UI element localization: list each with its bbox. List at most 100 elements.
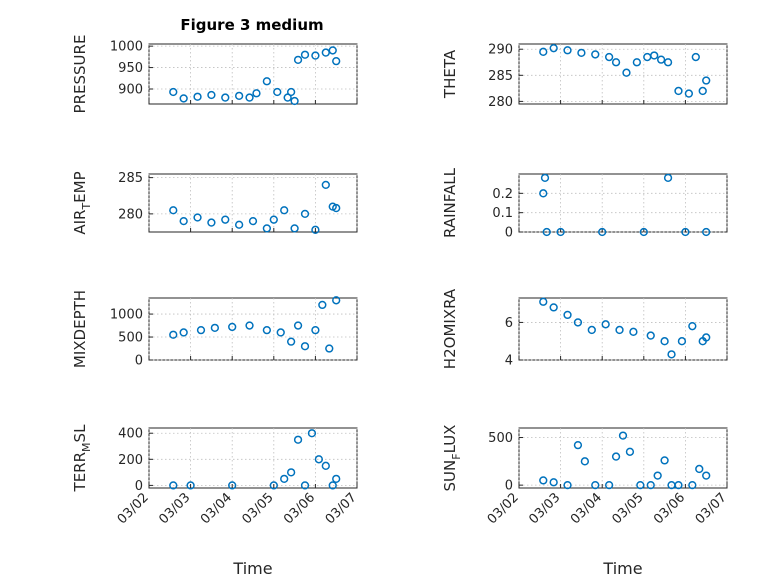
data-point bbox=[293, 55, 303, 65]
x-tick-label: 03/03 bbox=[156, 490, 193, 527]
data-point bbox=[577, 48, 586, 58]
x-tick-label: 03/02 bbox=[485, 490, 522, 527]
y-axis-label: PRESSURE bbox=[71, 35, 89, 114]
data-point bbox=[210, 323, 220, 333]
data-point bbox=[300, 481, 310, 490]
y-tick-label: 950 bbox=[118, 61, 143, 76]
x-tick-label: 03/07 bbox=[323, 490, 360, 527]
y-axis-label: SUNFLUX bbox=[441, 425, 463, 492]
data-point bbox=[539, 47, 548, 56]
data-point bbox=[573, 440, 583, 450]
data-point bbox=[636, 480, 645, 490]
data-point bbox=[632, 58, 642, 67]
data-point bbox=[300, 209, 310, 219]
data-point bbox=[639, 227, 648, 237]
data-point bbox=[681, 227, 690, 237]
data-point bbox=[591, 480, 600, 490]
data-point bbox=[677, 337, 687, 346]
x-tick-label: 03/06 bbox=[651, 490, 688, 527]
x-tick-label: 03/07 bbox=[693, 490, 730, 527]
x-axis-label: Time bbox=[602, 559, 642, 578]
y-tick-label: 0 bbox=[505, 226, 513, 241]
data-point bbox=[663, 58, 673, 67]
y-tick-label: 4 bbox=[505, 354, 513, 369]
data-point bbox=[273, 87, 282, 97]
data-point bbox=[269, 215, 278, 224]
data-point bbox=[280, 474, 289, 484]
data-point bbox=[646, 331, 655, 340]
y-tick-label: 0.2 bbox=[492, 187, 513, 202]
data-point bbox=[311, 51, 320, 60]
data-point bbox=[300, 342, 310, 351]
data-point bbox=[598, 227, 607, 237]
data-point bbox=[580, 457, 590, 466]
data-point bbox=[179, 328, 188, 337]
y-tick-label: 0 bbox=[135, 479, 143, 494]
data-point bbox=[318, 300, 327, 310]
data-point bbox=[234, 220, 244, 229]
data-point bbox=[591, 50, 600, 59]
data-point bbox=[169, 206, 178, 215]
data-point bbox=[207, 90, 216, 100]
data-point bbox=[702, 333, 711, 342]
data-point bbox=[321, 461, 330, 470]
data-point bbox=[556, 227, 565, 237]
data-point bbox=[325, 344, 334, 353]
data-point bbox=[695, 464, 704, 474]
data-point bbox=[549, 303, 558, 312]
data-point bbox=[307, 429, 317, 438]
data-point bbox=[573, 318, 583, 327]
axes-box bbox=[518, 173, 728, 233]
panel-terr-msl: 0 200 400 03/02 03/03 03/04 03/05 03/06 03/07 Tim… bbox=[71, 424, 360, 578]
data-point bbox=[290, 96, 299, 106]
data-point bbox=[286, 87, 296, 97]
axes-box bbox=[518, 427, 728, 489]
y-tick-label: 285 bbox=[488, 69, 513, 84]
data-point bbox=[611, 452, 621, 461]
data-point bbox=[618, 431, 628, 440]
data-point bbox=[604, 480, 614, 490]
figure-title: Figure 3 medium bbox=[180, 16, 323, 34]
data-point bbox=[221, 93, 230, 102]
data-point bbox=[674, 86, 683, 96]
data-point bbox=[245, 93, 254, 102]
data-point bbox=[179, 216, 188, 226]
panel-mixdepth: 0 500 1000 MIXDEPTH bbox=[71, 290, 358, 369]
x-tick-label: 03/06 bbox=[281, 490, 318, 527]
data-point bbox=[311, 325, 320, 335]
data-point bbox=[629, 327, 638, 336]
y-axis-label: MIXDEPTH bbox=[71, 290, 89, 368]
data-point bbox=[262, 77, 272, 86]
data-point bbox=[332, 474, 341, 484]
data-point bbox=[169, 87, 178, 97]
panel-theta: 280 285 290 THETA bbox=[441, 43, 728, 110]
data-point bbox=[667, 350, 676, 359]
panel-rainfall: 0 0.1 0.2 RAINFALL bbox=[441, 167, 728, 241]
data-point bbox=[563, 310, 572, 320]
data-point bbox=[539, 189, 548, 198]
data-point bbox=[663, 173, 673, 183]
data-point bbox=[276, 328, 285, 337]
y-tick-label: 290 bbox=[488, 43, 513, 58]
data-point bbox=[193, 213, 202, 222]
data-point bbox=[293, 321, 303, 330]
y-axis-label: AIRTEMP bbox=[71, 171, 93, 234]
data-point bbox=[539, 476, 548, 485]
data-point bbox=[332, 296, 341, 305]
data-point bbox=[314, 455, 324, 464]
data-point bbox=[656, 55, 666, 64]
x-tick-label: 03/03 bbox=[526, 490, 563, 527]
data-point bbox=[542, 227, 551, 237]
data-point bbox=[262, 325, 272, 335]
data-point bbox=[563, 46, 572, 55]
data-point bbox=[622, 68, 631, 77]
data-point bbox=[321, 180, 330, 190]
data-point bbox=[290, 224, 299, 233]
data-point bbox=[311, 225, 320, 234]
data-point bbox=[653, 471, 662, 480]
data-point bbox=[248, 216, 258, 226]
y-tick-label: 280 bbox=[118, 207, 143, 222]
data-point bbox=[186, 481, 195, 490]
panel-air-temp: 280 285 AIRTEMP bbox=[71, 171, 358, 235]
data-point bbox=[196, 325, 206, 335]
